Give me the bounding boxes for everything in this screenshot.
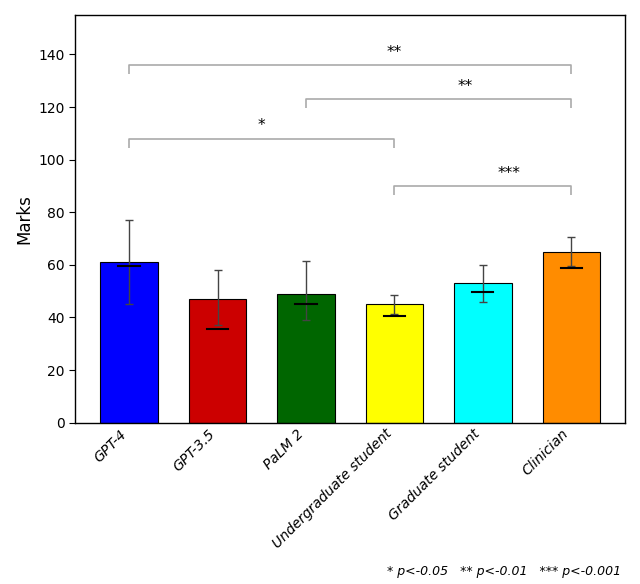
- Bar: [100, 262, 158, 423]
- Bar: [277, 294, 335, 423]
- Text: ***: ***: [498, 166, 521, 180]
- Y-axis label: Marks: Marks: [15, 194, 33, 244]
- Text: * p<-0.05   ** p<-0.01   *** p<-0.001: * p<-0.05 ** p<-0.01 *** p<-0.001: [387, 565, 621, 578]
- Bar: [543, 252, 600, 423]
- Text: **: **: [387, 45, 402, 60]
- Bar: [189, 299, 246, 423]
- Bar: [365, 304, 423, 423]
- Text: **: **: [458, 79, 473, 94]
- Text: *: *: [258, 119, 266, 133]
- Bar: [454, 283, 511, 423]
